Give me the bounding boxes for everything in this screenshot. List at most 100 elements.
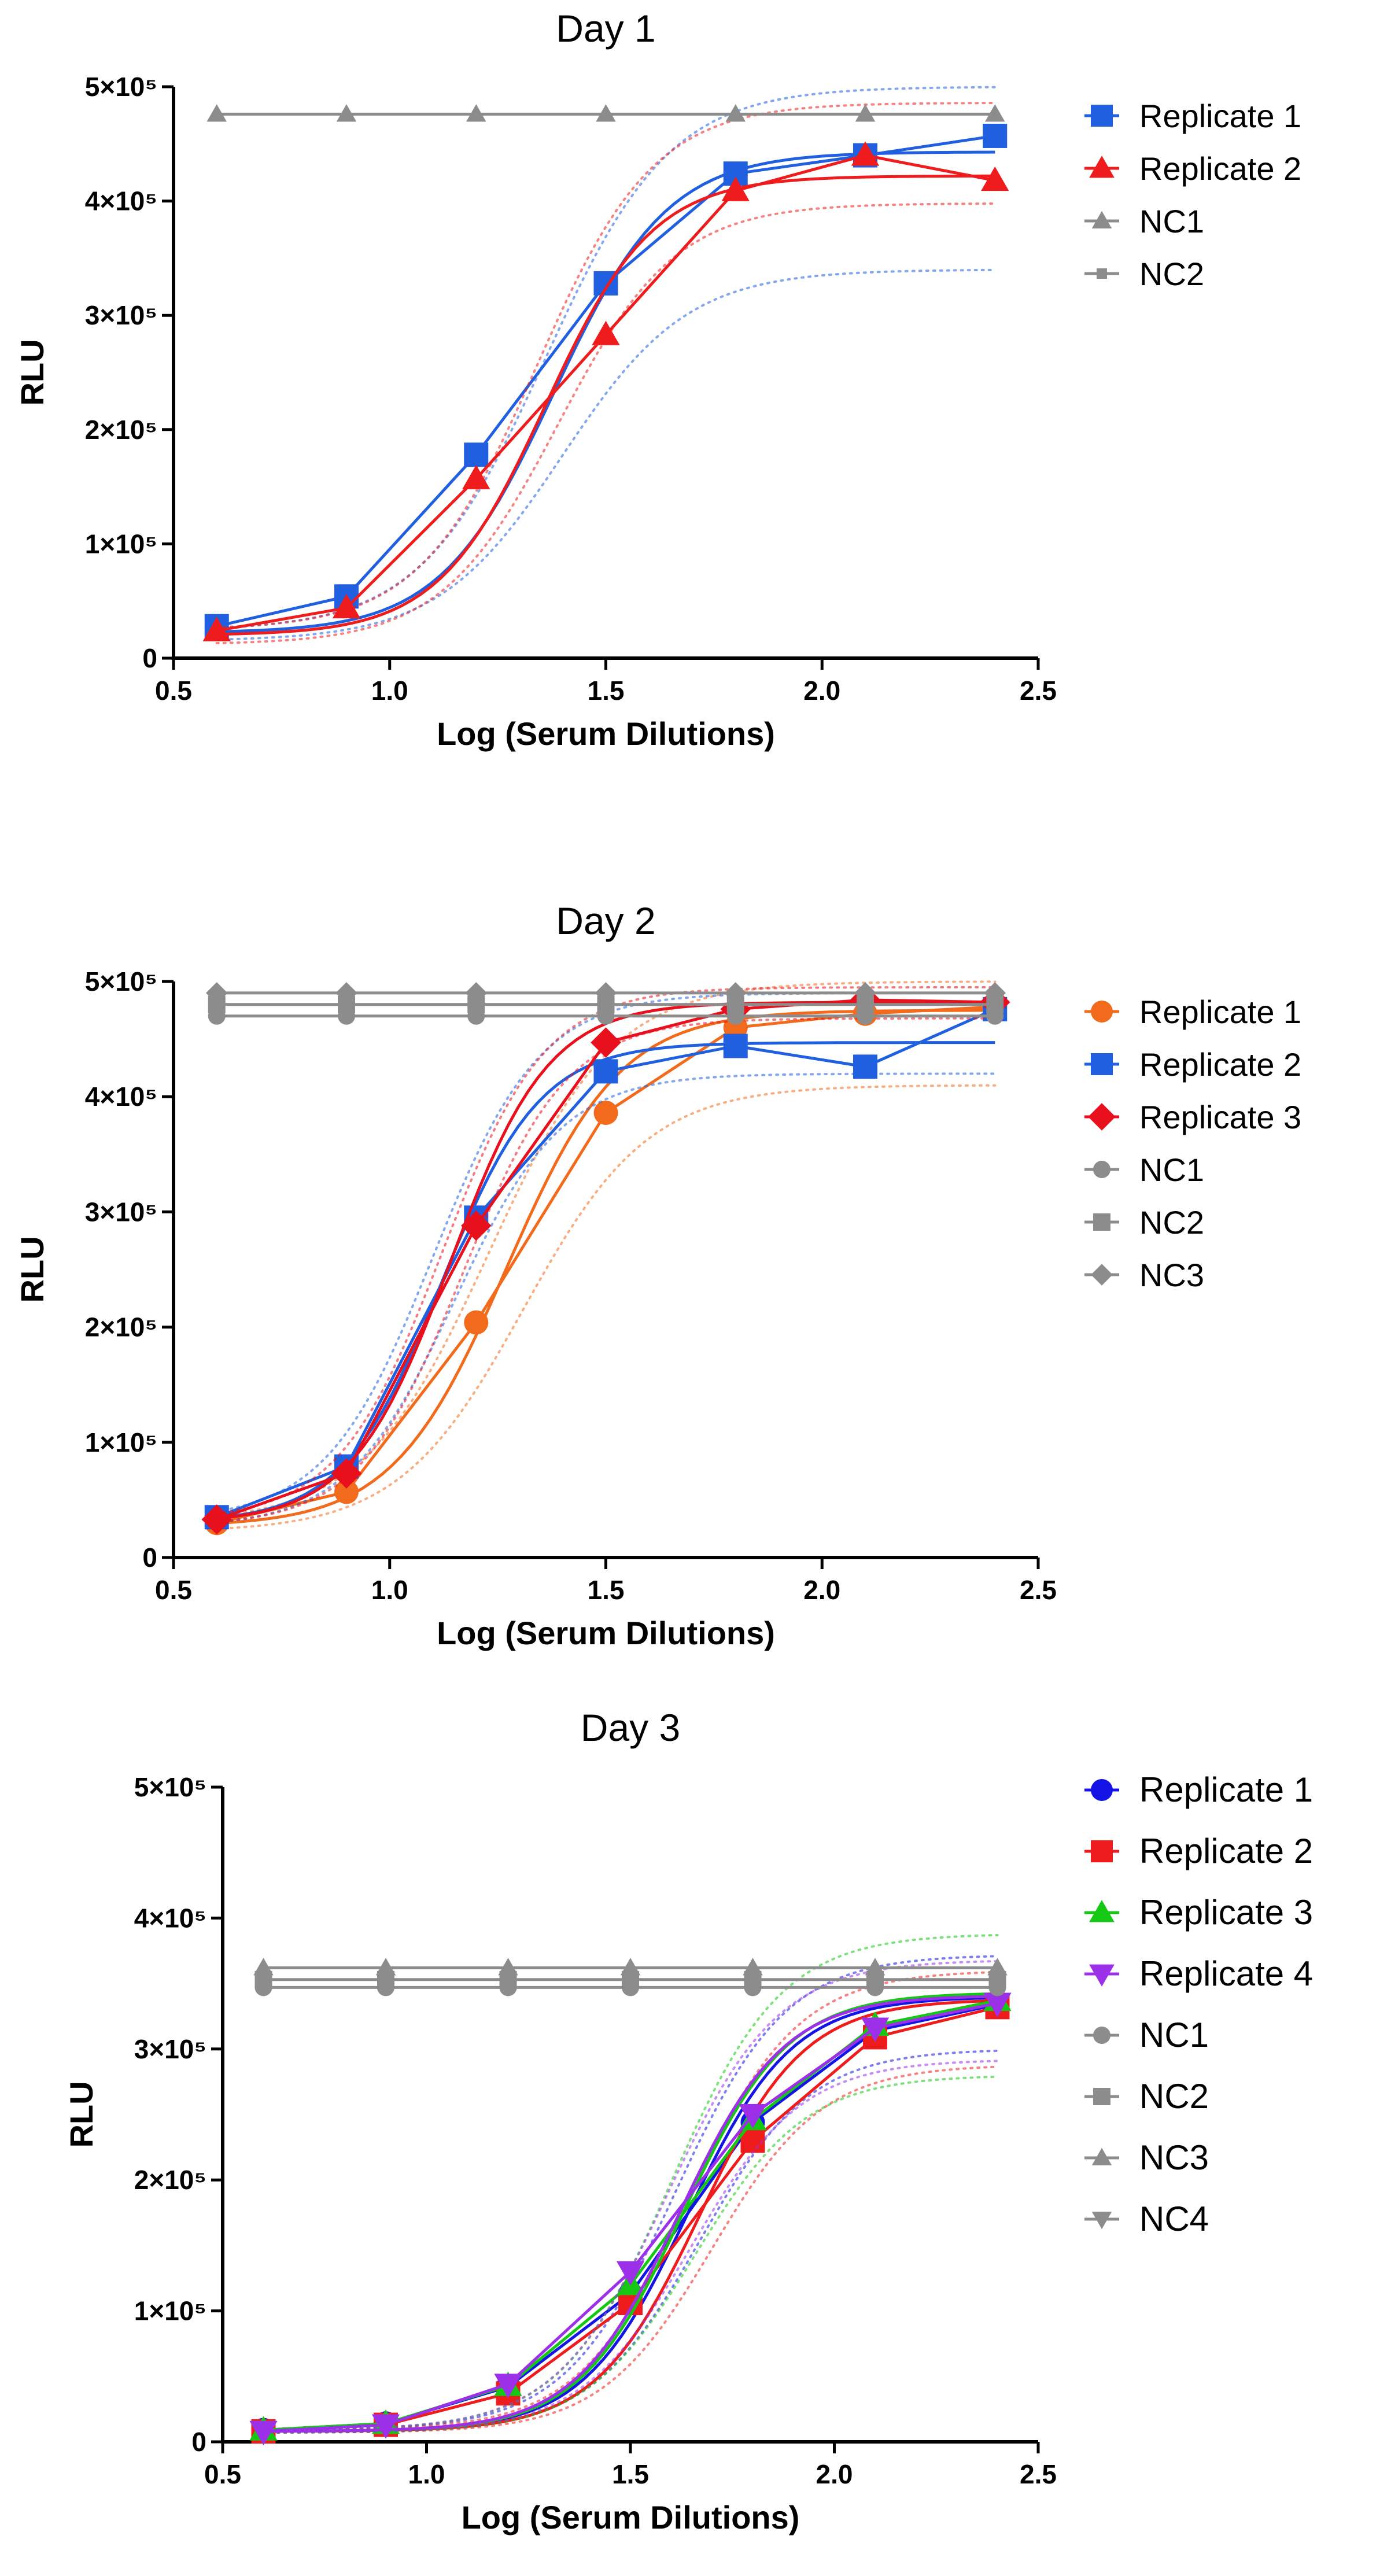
legend: Replicate 1 Replicate 2 Replicate 3 NC1 NC2 N… — [1084, 994, 1301, 1293]
chart-title: Day 2 — [556, 899, 655, 942]
series-replicate-1 — [204, 86, 1008, 641]
legend: Replicate 1 Replicate 2 Replicate 3 Replica… — [1084, 1770, 1313, 2238]
legend-label: NC3 — [1139, 2138, 1209, 2177]
data-point — [983, 123, 1008, 148]
data-point — [721, 176, 750, 201]
legend-label: Replicate 3 — [1139, 1893, 1313, 1932]
legend-item: Replicate 2 — [1084, 150, 1301, 187]
y-tick-label: 5×10⁵ — [85, 72, 157, 102]
legend-item: NC2 — [1084, 256, 1204, 292]
data-point — [494, 2374, 522, 2398]
y-tick-label: 0 — [142, 643, 157, 673]
series-replicate-2 — [202, 102, 1009, 644]
data-point — [853, 1054, 877, 1079]
legend-label: Replicate 1 — [1139, 1770, 1313, 1809]
data-point — [616, 2261, 645, 2286]
series-replicate-1 — [251, 1955, 1010, 2442]
x-tick-label: 0.5 — [155, 1575, 192, 1605]
legend-item: Replicate 2 — [1084, 1046, 1301, 1083]
legend-item: Replicate 3 — [1084, 1099, 1301, 1135]
confidence-band-lower — [215, 202, 997, 644]
data-point — [466, 104, 486, 122]
data-point — [725, 104, 746, 122]
x-tick-label: 2.5 — [1020, 676, 1057, 706]
legend-label: NC4 — [1139, 2199, 1209, 2238]
confidence-band-lower — [215, 1072, 997, 1523]
legend-item: NC3 — [1084, 1257, 1204, 1293]
legend-item: NC2 — [1084, 2077, 1209, 2116]
data-point — [620, 1958, 641, 1976]
data-point — [464, 442, 489, 467]
x-tick-label: 2.5 — [1020, 2459, 1057, 2489]
legend-item: Replicate 3 — [1084, 1893, 1313, 1932]
data-point — [593, 1059, 618, 1084]
x-tick-label: 2.0 — [816, 2459, 853, 2489]
y-tick-label: 0 — [191, 2427, 206, 2457]
data-point — [206, 982, 228, 1004]
x-tick-label: 1.0 — [371, 1575, 408, 1605]
legend-label: Replicate 2 — [1139, 150, 1301, 187]
y-tick-label: 3×10⁵ — [85, 300, 157, 330]
legend-label: Replicate 1 — [1139, 98, 1301, 134]
legend-item: Replicate 4 — [1084, 1954, 1313, 1993]
y-tick-label: 5×10⁵ — [85, 966, 157, 997]
legend-marker — [1093, 2027, 1110, 2044]
series-line — [263, 2003, 998, 2432]
data-point — [464, 1310, 489, 1335]
y-tick-label: 4×10⁵ — [85, 1082, 157, 1112]
data-point — [335, 982, 357, 1004]
legend-marker — [1093, 1161, 1110, 1178]
y-tick-label: 1×10⁵ — [85, 1427, 157, 1457]
legend-marker — [1091, 1779, 1113, 1801]
data-point — [331, 1458, 362, 1489]
legend-marker — [1091, 2212, 1112, 2230]
data-point — [593, 1101, 618, 1125]
confidence-band-lower — [215, 1084, 997, 1530]
confidence-band-upper — [262, 1959, 999, 2431]
x-axis-label: Log (Serum Dilutions) — [437, 715, 775, 752]
legend-item: Replicate 1 — [1084, 1770, 1313, 1809]
legend-item: NC2 — [1084, 1204, 1204, 1241]
legend-item: NC1 — [1084, 2016, 1209, 2054]
y-tick-label: 5×10⁵ — [134, 1772, 206, 1802]
y-tick-label: 4×10⁵ — [85, 186, 157, 216]
data-point — [465, 982, 487, 1004]
legend-label: Replicate 4 — [1139, 1954, 1313, 1993]
x-tick-label: 1.0 — [371, 676, 408, 706]
legend-label: NC2 — [1139, 2077, 1209, 2116]
x-axis-label: Log (Serum Dilutions) — [437, 1615, 775, 1651]
data-point — [596, 104, 616, 122]
chart-day-2: Day 2 0 1×10⁵ 2×10⁵ 3×10⁵ 4×10⁵ 5×10⁵ 0.5 1.0 1.5… — [14, 899, 1301, 1651]
confidence-band-lower — [215, 1017, 997, 1523]
series-replicate-4 — [249, 1959, 1012, 2446]
legend-marker — [1089, 156, 1115, 178]
series-replicate-2 — [251, 1970, 1010, 2444]
series-nc3 — [253, 1958, 1008, 1976]
x-tick-label: 0.5 — [155, 676, 192, 706]
legend-item: Replicate 1 — [1084, 98, 1301, 134]
data-point — [743, 1958, 763, 1976]
data-point — [739, 2103, 767, 2129]
data-point — [987, 1958, 1008, 1976]
legend-label: Replicate 2 — [1139, 1832, 1313, 1870]
plot-area — [201, 980, 1010, 1536]
legend-marker — [1097, 268, 1107, 279]
chart-day-3: Day 3 0 1×10⁵ 2×10⁵ 3×10⁵ 4×10⁵ 5×10⁵ 0.5 1.0 1.5… — [63, 1706, 1313, 2536]
data-point — [592, 320, 620, 345]
chart-title: Day 3 — [581, 1706, 680, 1749]
data-point — [336, 104, 357, 122]
legend-marker — [1091, 105, 1113, 127]
data-point — [206, 104, 227, 122]
y-axis-label: RLU — [14, 1236, 50, 1302]
legend-item: NC1 — [1084, 1152, 1204, 1188]
data-point — [985, 104, 1005, 122]
data-point — [854, 982, 876, 1004]
chart-day-1: Day 1 0 1×10⁵ 2×10⁵ 3×10⁵ 4×10⁵ 5×10⁵ 0.5 1.0 1.5… — [14, 7, 1301, 752]
legend-label: NC1 — [1139, 1152, 1204, 1188]
data-point — [865, 1958, 885, 1976]
legend-label: Replicate 2 — [1139, 1046, 1301, 1083]
legend-marker — [1091, 211, 1112, 228]
y-tick-label: 2×10⁵ — [85, 1312, 157, 1342]
data-point — [855, 104, 876, 122]
legend-label: Replicate 3 — [1139, 1099, 1301, 1135]
